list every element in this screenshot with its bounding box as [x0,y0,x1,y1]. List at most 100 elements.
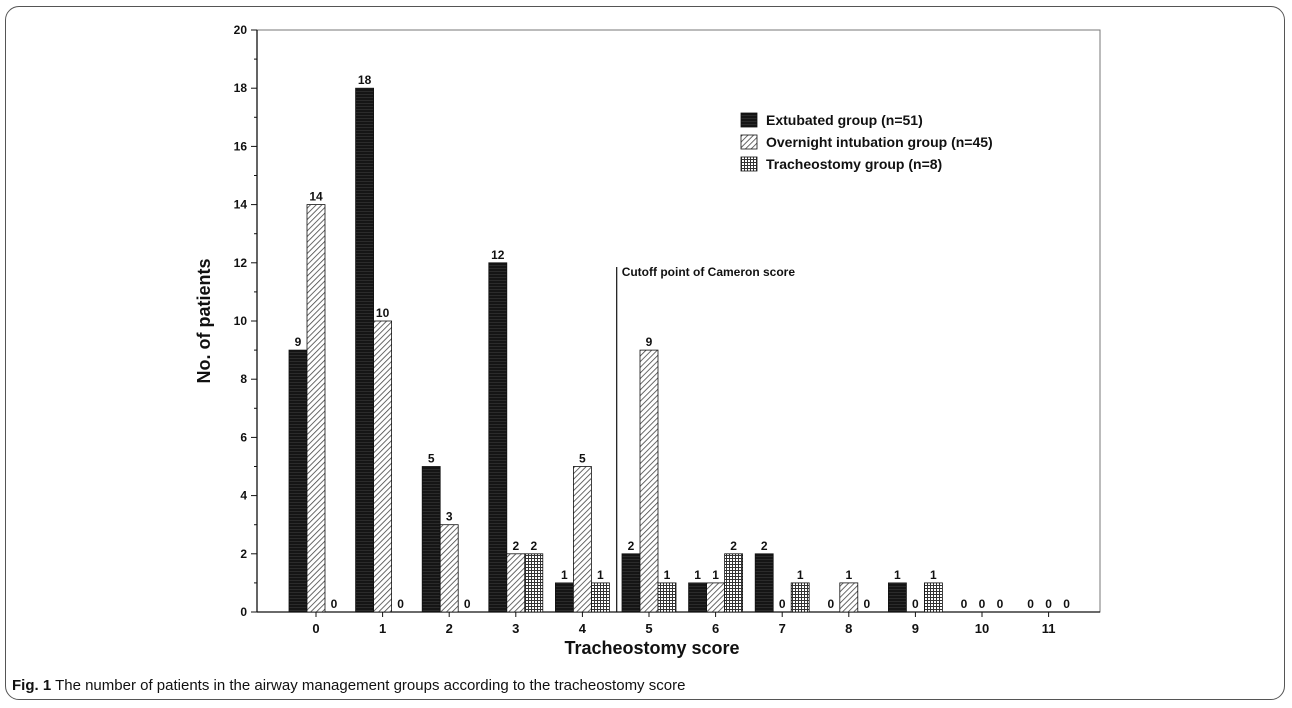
data-label: 0 [397,597,404,611]
x-tick-label: 7 [779,621,786,636]
data-label: 1 [930,568,937,582]
data-label: 0 [1045,597,1052,611]
data-label: 2 [628,539,635,553]
bar [555,582,574,613]
y-tick-label: 12 [234,256,248,270]
x-tick-label: 10 [975,621,989,636]
y-tick-label: 2 [240,547,247,561]
chart-bars [288,87,943,613]
x-tick-label: 6 [712,621,719,636]
legend-swatch [740,156,758,172]
data-label: 12 [491,248,505,262]
data-label: 1 [664,568,671,582]
data-label: 5 [428,452,435,466]
bar [924,582,943,613]
x-tick-label: 3 [512,621,519,636]
legend-label: Tracheostomy group (n=8) [766,156,942,172]
data-label: 3 [446,510,453,524]
x-tick-label: 11 [1042,621,1056,636]
data-label: 18 [358,73,372,87]
y-tick-label: 14 [234,198,248,212]
bar [573,466,592,613]
y-tick-label: 6 [240,430,247,444]
data-label: 2 [512,539,519,553]
data-label: 9 [295,335,302,349]
x-tick-label: 5 [645,621,652,636]
bar [790,582,810,613]
y-tick-label: 16 [234,139,248,153]
bar [591,582,610,613]
data-label: 0 [331,597,338,611]
caption-text: The number of patients in the airway man… [51,677,686,694]
data-label: 0 [1027,597,1034,611]
data-label: 0 [979,597,986,611]
y-tick-label: 4 [240,489,247,503]
cutoff-label: Cutoff point of Cameron score [622,265,796,279]
y-tick-label: 8 [240,372,247,386]
data-label: 0 [779,597,786,611]
data-label: 0 [464,597,471,611]
bar [688,582,707,613]
legend-label: Overnight intubation group (n=45) [766,134,993,150]
data-label: 0 [827,597,834,611]
legend-label: Extubated group (n=51) [766,112,923,128]
bar [724,553,743,613]
legend-swatch [740,112,758,128]
y-tick-label: 20 [234,23,248,37]
x-tick-label: 8 [845,621,852,636]
data-label: 1 [694,568,701,582]
data-label: 10 [376,306,390,320]
bar [839,582,859,613]
bar [657,582,677,613]
bar [421,466,441,613]
x-tick-label: 0 [312,621,319,636]
bar [639,349,659,613]
bar [706,582,725,613]
data-label: 0 [1063,597,1070,611]
bar [373,320,393,613]
data-label: 0 [997,597,1004,611]
chart-legend: Extubated group (n=51) Overnight intubati… [740,112,993,172]
data-label: 1 [894,568,901,582]
data-label: 1 [712,568,719,582]
bar [306,204,326,613]
y-tick-label: 10 [234,314,248,328]
legend-swatch [740,134,758,150]
bar [888,582,907,613]
x-tick-label: 2 [446,621,453,636]
cutoff-annotation: Cutoff point of Cameron score [616,265,796,612]
x-tick-label: 4 [579,621,587,636]
x-tick-label: 1 [379,621,386,636]
x-tick-label: 9 [912,621,919,636]
y-tick-label: 18 [234,81,248,95]
data-label: 0 [912,597,919,611]
bar [621,553,641,613]
data-label: 0 [961,597,968,611]
bar [488,262,508,613]
data-label: 2 [530,539,537,553]
data-label: 2 [761,539,768,553]
bar [439,524,459,613]
data-label: 1 [561,568,568,582]
data-label: 2 [730,539,737,553]
x-axis-label: Tracheostomy score [564,638,739,658]
caption-label: Fig. 1 [12,677,52,694]
data-label: 1 [797,568,804,582]
data-label: 1 [845,568,852,582]
bar [355,87,375,613]
data-label: 5 [579,452,586,466]
data-label: 1 [597,568,604,582]
y-tick-label: 0 [240,605,247,619]
figure-caption: Fig. 1 The number of patients in the air… [12,677,685,694]
bar [754,553,774,613]
bar [288,349,308,613]
data-label: 14 [309,190,323,204]
bar [524,553,544,613]
bar [506,553,526,613]
data-label: 9 [646,335,653,349]
y-axis-label: No. of patients [194,259,214,384]
data-label: 0 [863,597,870,611]
